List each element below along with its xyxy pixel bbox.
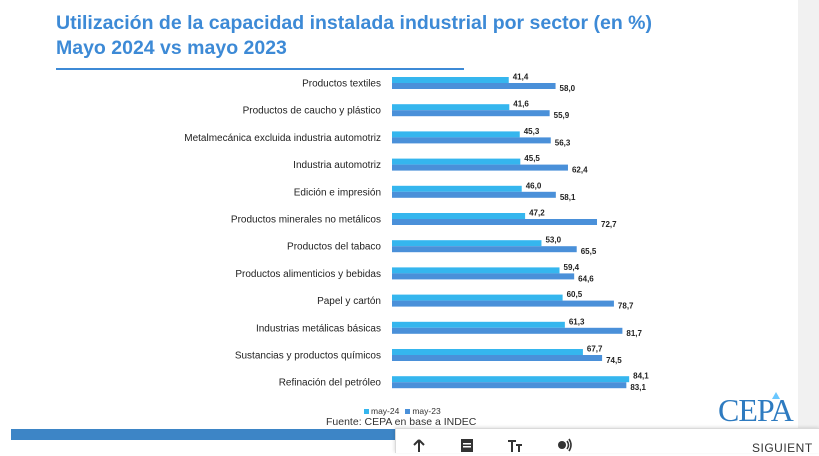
source-note: Fuente: CEPA en base a INDEC [326, 416, 477, 428]
text-size-icon[interactable] [504, 438, 526, 454]
bar-may-24 [392, 267, 560, 274]
category-label: Productos de caucho y plástico [243, 106, 382, 117]
bar-may-24 [392, 77, 509, 83]
legend: may-24 may-23 [364, 406, 441, 416]
legend-item-may23: may-23 [405, 406, 441, 416]
data-label-may-24: 59,4 [564, 263, 580, 272]
data-label-may-23: 55,9 [554, 111, 570, 120]
bar-may-24 [392, 349, 583, 355]
data-label-may-24: 41,4 [513, 73, 529, 82]
category-label: Industria automotriz [293, 160, 381, 171]
data-label-may-23: 58,0 [560, 84, 576, 93]
next-button[interactable]: SIGUIENT [752, 441, 813, 455]
bar-may-23 [392, 219, 598, 225]
data-label-may-23: 58,1 [560, 193, 576, 202]
data-label-may-23: 81,7 [626, 329, 642, 338]
data-label-may-24: 61,3 [569, 317, 585, 326]
bar-may-23 [392, 300, 614, 307]
data-label-may-24: 41,6 [513, 100, 529, 109]
category-label: Refinación del petróleo [279, 378, 382, 389]
bar-may-23 [392, 191, 556, 198]
data-label-may-23: 64,6 [578, 274, 594, 283]
data-label-may-24: 53,0 [545, 236, 561, 245]
legend-swatch-may24 [364, 408, 369, 414]
data-label-may-24: 67,7 [587, 345, 603, 354]
category-label: Metalmecánica excluida industria automot… [184, 133, 381, 144]
data-label-may-24: 60,5 [567, 290, 583, 299]
legend-item-may24: may-24 [364, 406, 399, 416]
category-label: Productos del tabaco [287, 242, 381, 253]
document-icon[interactable] [456, 438, 478, 454]
chart-subtitle: Mayo 2024 vs mayo 2023 [56, 37, 287, 59]
bar-may-23 [392, 246, 577, 253]
category-label: Productos minerales no metálicos [231, 215, 381, 226]
bar-may-24 [392, 240, 542, 247]
legend-label-may23: may-23 [412, 406, 441, 416]
bar-may-24 [392, 185, 522, 192]
data-label-may-23: 83,1 [630, 383, 646, 392]
bar-may-24 [392, 376, 630, 383]
data-label-may-24: 45,5 [524, 154, 540, 163]
data-label-may-24: 47,2 [529, 209, 545, 218]
legend-label-may24: may-24 [371, 406, 400, 416]
category-label: Productos textiles [302, 79, 381, 90]
page-edge [798, 0, 819, 452]
category-label: Papel y cartón [317, 296, 381, 307]
slide: Utilización de la capacidad instalada in… [10, 0, 798, 440]
bottom-bar [11, 429, 395, 440]
title-underline [56, 68, 464, 70]
data-label-may-23: 65,5 [581, 247, 597, 256]
category-label: Edición e impresión [294, 187, 381, 198]
bar-may-23 [392, 273, 575, 280]
bar-may-23 [392, 327, 623, 334]
legend-swatch-may23 [405, 408, 411, 414]
listen-icon[interactable] [554, 438, 576, 454]
bar-may-24 [392, 104, 510, 111]
bar-may-23 [392, 137, 551, 144]
data-label-may-23: 74,5 [606, 356, 622, 365]
data-label-may-23: 62,4 [572, 166, 588, 175]
category-label: Sustancias y productos químicos [235, 351, 381, 362]
bar-chart: Productos textiles 41,4 58,0 Productos de c… [184, 73, 649, 393]
reader-toolbar: SIGUIENT [395, 428, 819, 455]
share-icon[interactable] [408, 438, 430, 454]
data-label-may-23: 72,7 [601, 220, 617, 229]
chart-title: Utilización de la capacidad instalada in… [56, 12, 652, 34]
bar-may-24 [392, 213, 526, 219]
data-label-may-24: 84,1 [633, 372, 649, 381]
category-label: Productos alimenticios y bebidas [235, 269, 381, 280]
data-label-may-23: 56,3 [555, 138, 571, 147]
bar-may-23 [392, 164, 568, 171]
bar-may-23 [392, 83, 556, 89]
bar-may-24 [392, 158, 521, 165]
bar-may-24 [392, 321, 565, 328]
data-label-may-23: 78,7 [618, 302, 634, 311]
category-label: Industrias metálicas básicas [256, 323, 381, 334]
bar-may-24 [392, 131, 520, 138]
logo-accent-icon [772, 392, 780, 399]
data-label-may-24: 46,0 [526, 181, 542, 190]
cepa-logo: CEPA [718, 392, 794, 428]
bar-may-23 [392, 382, 627, 389]
bar-may-24 [392, 294, 563, 301]
bar-may-23 [392, 110, 550, 117]
data-label-may-24: 45,3 [524, 127, 540, 136]
bar-may-23 [392, 355, 603, 361]
